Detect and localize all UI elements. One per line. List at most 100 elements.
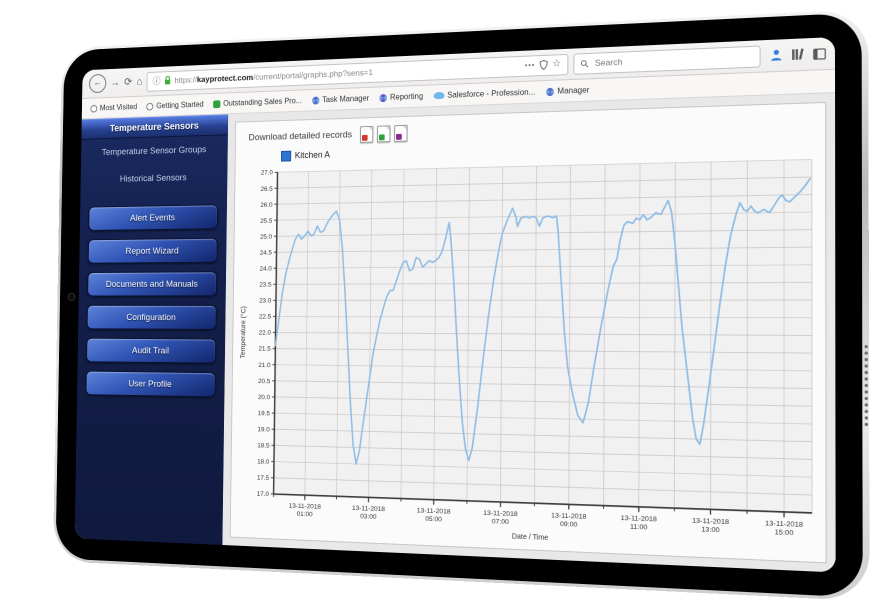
- doc-badge: [362, 134, 369, 141]
- svg-text:01:00: 01:00: [297, 511, 313, 519]
- bookmark-favicon: [90, 104, 98, 113]
- sidebar-button[interactable]: Audit Trail: [86, 337, 217, 364]
- svg-text:18.0: 18.0: [257, 458, 270, 466]
- bookmark-item[interactable]: Outstanding Sales Pro...: [213, 96, 302, 108]
- bookmark-label: Outstanding Sales Pro...: [223, 96, 302, 108]
- doc-badge: [396, 133, 403, 140]
- svg-text:21.0: 21.0: [258, 362, 271, 369]
- sidebar-toggle-icon[interactable]: [813, 47, 826, 59]
- front-camera: [67, 292, 76, 302]
- y-tick-labels: 17.0 17.5 18.0 18.5 19.0 19.5 20.0 20.5 21.0 21.5…: [257, 169, 278, 498]
- svg-text:24.5: 24.5: [260, 249, 273, 256]
- bookmark-label: Task Manager: [322, 93, 370, 105]
- svg-text:13-11-2018: 13-11-2018: [417, 507, 451, 516]
- svg-text:23.5: 23.5: [259, 281, 272, 288]
- svg-text:13:00: 13:00: [701, 526, 720, 535]
- x-axis-title: Date / Time: [512, 533, 549, 542]
- sidebar-links: Temperature Sensor Groups Historical Sens…: [80, 135, 227, 193]
- sidebar-buttons: Alert Events Report Wizard Documents and M…: [77, 204, 227, 398]
- svg-text:27.0: 27.0: [261, 169, 274, 176]
- bookmark-star-icon[interactable]: ☆: [552, 58, 562, 70]
- bookmark-favicon: [213, 99, 221, 108]
- app-sidebar: Temperature Sensors Temperature Sensor G…: [74, 114, 229, 545]
- sidebar-button[interactable]: Alert Events: [88, 204, 219, 231]
- svg-text:13-11-2018: 13-11-2018: [289, 502, 322, 510]
- browser-window: ← → ⟳ ⌂ ⓘ https://kayprotect.com/current…: [74, 37, 836, 573]
- bookmark-item[interactable]: Getting Started: [146, 100, 204, 111]
- svg-text:20.0: 20.0: [258, 394, 271, 401]
- back-button-icon[interactable]: ←: [88, 73, 107, 94]
- svg-text:19.5: 19.5: [258, 410, 271, 417]
- sidebar-link[interactable]: Historical Sensors: [119, 172, 187, 185]
- search-icon: [580, 59, 588, 68]
- sidebar-button[interactable]: Report Wizard: [87, 237, 218, 264]
- svg-text:22.0: 22.0: [259, 330, 272, 337]
- svg-text:03:00: 03:00: [360, 513, 377, 521]
- svg-text:07:00: 07:00: [492, 518, 510, 526]
- svg-text:13-11-2018: 13-11-2018: [692, 517, 730, 526]
- page-actions-icon[interactable]: •••: [524, 61, 536, 70]
- bookmark-favicon: [379, 93, 388, 102]
- bookmark-item[interactable]: Task Manager: [311, 93, 370, 105]
- bookmark-favicon: [146, 102, 154, 111]
- legend-swatch: [280, 150, 292, 162]
- export-doc-purple-icon[interactable]: [394, 124, 409, 142]
- library-icon[interactable]: [791, 48, 804, 61]
- x-tick-labels: 13-11-201801:0013-11-201803:0013-11-2018…: [273, 494, 804, 538]
- sidebar-button[interactable]: Documents and Manuals: [87, 271, 218, 297]
- tablet-frame: ← → ⟳ ⌂ ⓘ https://kayprotect.com/current…: [52, 8, 870, 602]
- svg-text:25.0: 25.0: [260, 233, 273, 240]
- content-panel: Download detailed records Kitchen A 17.0…: [229, 101, 827, 564]
- bookmark-label: Reporting: [389, 91, 424, 102]
- download-label: Download detailed records: [248, 128, 353, 143]
- home-button-icon[interactable]: ⌂: [136, 75, 143, 88]
- export-doc-red-icon[interactable]: [360, 125, 374, 143]
- legend-label: Kitchen A: [294, 149, 331, 161]
- https-padlock-icon: [164, 76, 171, 85]
- bookmark-favicon: [546, 87, 555, 96]
- svg-text:17.0: 17.0: [257, 491, 270, 499]
- site-info-icon[interactable]: ⓘ: [152, 75, 161, 86]
- svg-text:11:00: 11:00: [630, 523, 648, 531]
- url-text: https://kayprotect.com/current/portal/gr…: [174, 67, 374, 86]
- bookmark-label: Most Visited: [99, 102, 138, 113]
- svg-text:09:00: 09:00: [560, 520, 578, 528]
- svg-text:25.5: 25.5: [260, 217, 273, 224]
- y-axis-title: Temperature (°C): [239, 306, 247, 358]
- svg-text:15:00: 15:00: [775, 529, 794, 538]
- person-icon[interactable]: [770, 49, 782, 62]
- svg-text:22.5: 22.5: [259, 314, 272, 321]
- tablet-bezel: ← → ⟳ ⌂ ⓘ https://kayprotect.com/current…: [55, 12, 863, 598]
- reload-button-icon[interactable]: ⟳: [124, 76, 133, 88]
- svg-text:20.5: 20.5: [258, 378, 271, 385]
- export-doc-green-icon[interactable]: [377, 124, 391, 142]
- forward-button-icon[interactable]: →: [110, 76, 121, 89]
- temperature-chart: 17.0 17.5 18.0 18.5 19.0 19.5 20.0 20.5 21.0 21.5…: [239, 150, 821, 542]
- sidebar-button[interactable]: User Profile: [85, 370, 216, 398]
- web-page: Temperature Sensors Temperature Sensor G…: [74, 93, 836, 573]
- bookmark-item[interactable]: Reporting: [379, 91, 424, 102]
- svg-text:26.0: 26.0: [260, 201, 273, 208]
- svg-text:13-11-2018: 13-11-2018: [483, 509, 518, 518]
- bookmark-item[interactable]: Most Visited: [90, 102, 137, 112]
- export-icons: [360, 124, 409, 143]
- search-box[interactable]: [573, 45, 761, 75]
- svg-text:13-11-2018: 13-11-2018: [551, 512, 587, 521]
- bookmark-item[interactable]: Salesforce - Profession...: [433, 87, 535, 100]
- bookmark-item[interactable]: Manager: [546, 85, 589, 96]
- bookmark-favicon: [311, 96, 320, 105]
- svg-text:13-11-2018: 13-11-2018: [765, 520, 803, 529]
- doc-badge: [379, 133, 386, 140]
- sidebar-link[interactable]: Temperature Sensor Groups: [101, 144, 207, 158]
- svg-text:05:00: 05:00: [425, 515, 442, 523]
- bookmark-favicon: [433, 91, 445, 100]
- search-input[interactable]: [592, 50, 754, 70]
- svg-text:23.0: 23.0: [259, 297, 272, 304]
- sidebar-button[interactable]: Configuration: [86, 304, 217, 330]
- chart-area: 17.0 17.5 18.0 18.5 19.0 19.5 20.0 20.5 21.0 21.5…: [234, 150, 821, 558]
- svg-text:24.0: 24.0: [260, 265, 273, 272]
- shield-icon[interactable]: [539, 60, 548, 70]
- bookmark-label: Manager: [557, 85, 590, 96]
- svg-text:17.5: 17.5: [257, 474, 270, 482]
